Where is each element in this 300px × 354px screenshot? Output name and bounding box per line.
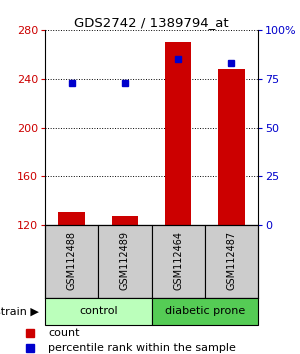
- Text: diabetic prone: diabetic prone: [165, 307, 245, 316]
- Bar: [112, 216, 138, 225]
- Bar: [45, 298, 152, 325]
- Bar: [98, 225, 152, 298]
- Bar: [58, 212, 85, 225]
- Bar: [152, 298, 258, 325]
- Title: GDS2742 / 1389794_at: GDS2742 / 1389794_at: [74, 16, 229, 29]
- Text: GSM112464: GSM112464: [173, 230, 183, 290]
- Bar: [165, 42, 191, 225]
- Text: strain ▶: strain ▶: [0, 307, 39, 316]
- Text: count: count: [48, 328, 80, 338]
- Bar: [45, 225, 98, 298]
- Bar: [218, 69, 245, 225]
- Bar: [205, 225, 258, 298]
- Text: GSM112488: GSM112488: [67, 230, 76, 290]
- Text: percentile rank within the sample: percentile rank within the sample: [48, 343, 236, 353]
- Text: control: control: [79, 307, 118, 316]
- Text: GSM112487: GSM112487: [226, 230, 236, 290]
- Text: GSM112489: GSM112489: [120, 230, 130, 290]
- Bar: [152, 225, 205, 298]
